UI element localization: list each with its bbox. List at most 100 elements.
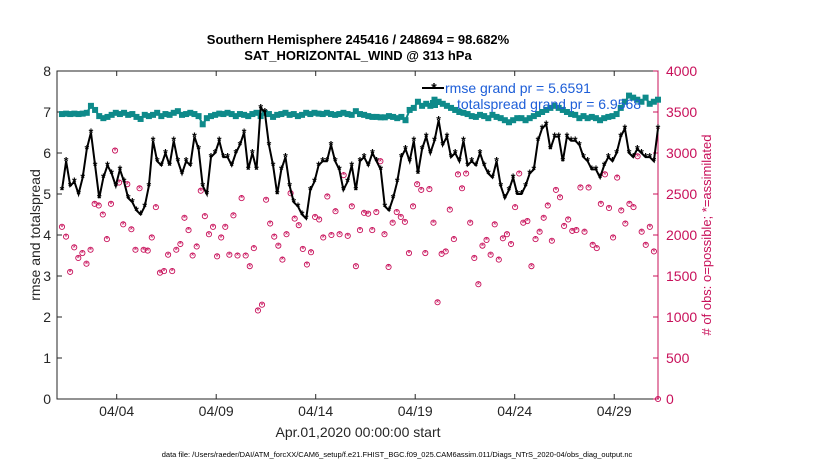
totalspread-point (588, 113, 595, 120)
y-tick-label: 5 (43, 186, 51, 202)
obs-assimilated-point: * (228, 250, 232, 260)
obs-assimilated-point: * (571, 227, 575, 237)
obs-assimilated-point: * (199, 186, 203, 196)
totalspread-point (559, 106, 566, 113)
rmse-point: * (494, 155, 499, 169)
totalspread-point (539, 109, 546, 115)
totalspread-point (323, 109, 330, 116)
obs-assimilated-point: * (150, 233, 154, 243)
obs-possible-point (434, 299, 441, 306)
obs-possible-point (442, 248, 449, 255)
totalspread-point (92, 106, 99, 113)
obs-assimilated-point: * (305, 260, 309, 270)
obs-assimilated-point: * (203, 212, 207, 222)
totalspread-point (216, 110, 223, 117)
rmse-point: * (354, 183, 359, 197)
rmse-point: * (523, 179, 528, 193)
totalspread-point (522, 117, 529, 124)
obs-possible-point (222, 223, 229, 230)
totalspread-point (75, 111, 82, 118)
obs-assimilated-point: * (64, 232, 68, 242)
rmse-point: * (498, 179, 503, 193)
rmse-point: * (283, 151, 288, 165)
totalspread-point (307, 111, 314, 118)
obs-assimilated-point: * (105, 235, 109, 245)
totalspread-point (328, 111, 335, 118)
obs-assimilated-point: * (513, 203, 517, 213)
obs-assimilated-point: * (583, 227, 587, 237)
obs-possible-point (589, 241, 596, 248)
obs-assimilated-point: * (248, 262, 252, 272)
rmse-point: * (316, 159, 321, 173)
obs-assimilated-point: * (244, 251, 248, 261)
totalspread-point (460, 109, 467, 116)
rmse-point: * (656, 122, 661, 136)
obs-possible-point (267, 220, 274, 227)
totalspread-point (286, 111, 293, 118)
obs-assimilated-point: * (183, 213, 187, 223)
rmse-point: * (387, 204, 392, 218)
totalspread-point (191, 111, 198, 118)
totalspread-point (572, 111, 579, 118)
totalspread-point (348, 111, 355, 118)
obs-possible-point (418, 186, 425, 193)
obs-assimilated-point: * (436, 298, 440, 308)
obs-assimilated-point: * (101, 210, 105, 220)
rmse-point: * (60, 183, 65, 197)
rmse-point: * (449, 151, 454, 165)
obs-possible-point (556, 194, 564, 201)
obs-possible-point (422, 249, 429, 257)
obs-possible-point (263, 196, 270, 203)
obs-assimilated-point: * (464, 169, 468, 179)
obs-assimilated-point: * (387, 263, 391, 273)
totalspread-point (381, 114, 388, 121)
obs-possible-point (177, 240, 184, 248)
obs-assimilated-point: * (354, 262, 358, 272)
obs-possible-point (373, 208, 380, 216)
obs-assimilated-point: * (179, 240, 183, 250)
obs-assimilated-point: * (138, 184, 142, 194)
rmse-point: * (358, 155, 363, 169)
rmse-point: * (594, 163, 599, 177)
y-right-tick-label: 2500 (666, 186, 697, 202)
obs-possible-point (95, 202, 102, 209)
obs-assimilated-point: * (477, 280, 481, 290)
rmse-point: * (639, 147, 644, 161)
obs-possible-point (532, 236, 539, 243)
y-tick-label: 7 (43, 104, 51, 120)
obs-assimilated-point: * (334, 207, 338, 217)
obs-possible-point (430, 219, 437, 226)
rmse-point: * (171, 134, 176, 148)
obs-assimilated-point: * (611, 233, 615, 243)
obs-assimilated-point: * (456, 170, 460, 180)
totalspread-point (278, 111, 285, 118)
totalspread-point (83, 109, 90, 116)
obs-possible-point (577, 184, 584, 191)
obs-possible-point (491, 221, 498, 228)
totalspread-point (129, 111, 136, 118)
y-right-tick-label: 500 (666, 350, 690, 366)
obs-possible-point (242, 252, 249, 259)
obs-possible-point (544, 202, 551, 209)
obs-possible-point (258, 301, 266, 308)
obs-possible-point (524, 218, 531, 225)
totalspread-point (621, 98, 628, 105)
obs-assimilated-point: * (505, 230, 509, 240)
obs-possible-point (536, 228, 543, 235)
rmse-point: * (370, 147, 375, 161)
obs-possible-point (528, 263, 535, 270)
obs-assimilated-point: * (640, 227, 644, 237)
obs-possible-point (471, 254, 478, 262)
obs-assimilated-point: * (162, 267, 166, 277)
totalspread-point (299, 111, 306, 118)
obs-assimilated-point: * (407, 249, 411, 259)
rmse-point: * (606, 151, 611, 165)
obs-assimilated-point: * (260, 300, 264, 310)
totalspread-point (79, 110, 86, 117)
rmse-point: * (122, 175, 127, 189)
totalspread-point (456, 109, 463, 115)
obs-possible-point (189, 252, 196, 259)
totalspread-point (634, 96, 641, 103)
totalspread-point (352, 108, 359, 115)
